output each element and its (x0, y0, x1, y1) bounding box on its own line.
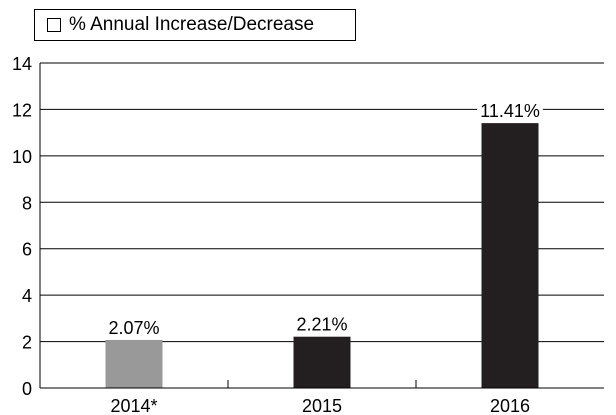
y-tick-label: 2 (22, 333, 32, 353)
bars (105, 123, 539, 388)
data-label-bg (477, 101, 543, 122)
axes (39, 63, 604, 389)
bar-2016 (481, 123, 539, 388)
data-labels: 2.07% 2.21% 11.41% (105, 101, 543, 338)
y-tick-label: 10 (12, 147, 32, 167)
chart-legend: % Annual Increase/Decrease (34, 9, 356, 41)
bar-2015 (293, 336, 351, 388)
x-tick-label-2014*: 2014* (110, 396, 157, 415)
y-tick-label: 6 (22, 240, 32, 260)
legend-swatch (47, 18, 61, 32)
x-axis-ticks: 2014* 2015 2016 (110, 380, 530, 415)
legend-label: % Annual Increase/Decrease (69, 14, 315, 35)
y-tick-label: 8 (22, 193, 32, 213)
y-tick-label: 12 (12, 100, 32, 120)
data-label-2014*: 2.07% (108, 318, 159, 338)
y-axis-ticks: 0 2 4 6 8 10 12 14 (12, 54, 32, 399)
data-label-2016: 11.41% (480, 101, 540, 121)
y-tick-label: 0 (22, 379, 32, 399)
y-tick-label: 14 (12, 54, 32, 74)
data-label-bg (105, 317, 163, 338)
bar-2014* (105, 339, 163, 388)
y-tick-label: 4 (22, 286, 32, 306)
x-tick-label-2016: 2016 (490, 396, 530, 415)
data-label-2015: 2.21% (296, 315, 347, 335)
data-label-bg (293, 314, 351, 335)
x-tick-label-2015: 2015 (302, 396, 342, 415)
